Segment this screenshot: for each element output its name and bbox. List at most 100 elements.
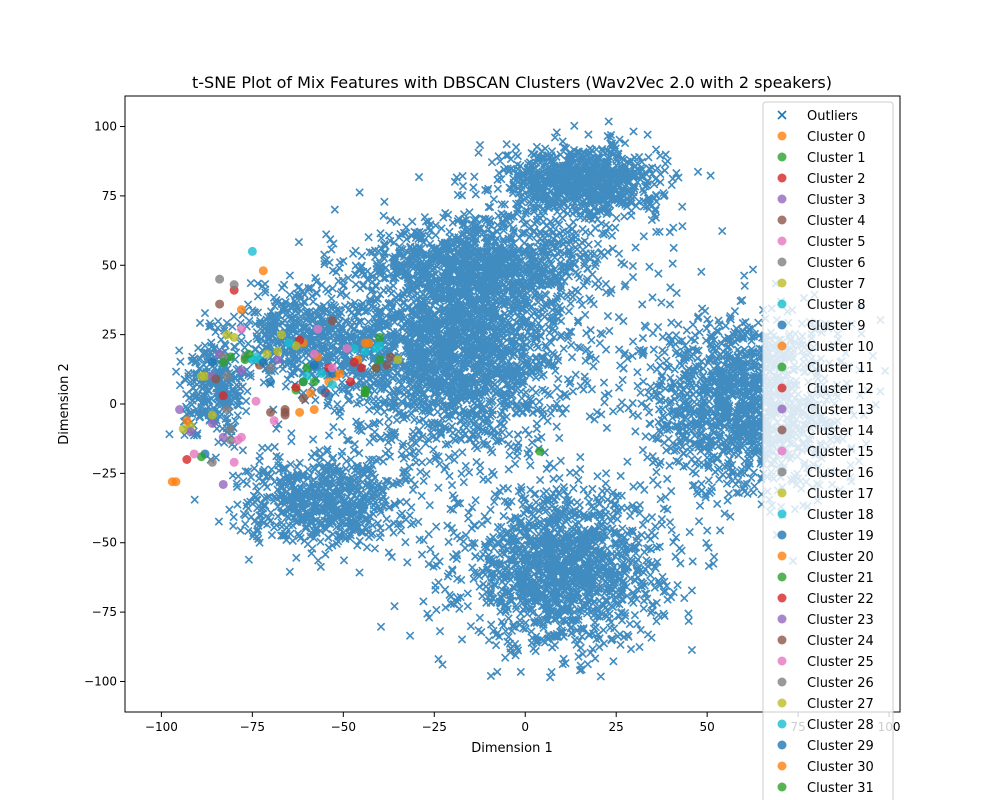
cluster-point xyxy=(207,418,217,428)
legend-entry: Outliers xyxy=(777,109,858,124)
legend-marker xyxy=(777,488,787,498)
legend-entry: Cluster 4 xyxy=(777,214,866,229)
cluster-point xyxy=(244,349,254,359)
cluster-point xyxy=(269,416,279,426)
cluster-series xyxy=(207,357,319,387)
legend-label: Cluster 1 xyxy=(807,151,866,166)
cluster-point xyxy=(360,346,370,356)
legend-label: Cluster 19 xyxy=(807,529,874,544)
cluster-point xyxy=(222,405,232,415)
legend-label: Cluster 14 xyxy=(807,424,874,439)
cluster-series xyxy=(167,338,370,487)
legend-label: Cluster 8 xyxy=(807,298,866,313)
cluster-point xyxy=(196,452,206,462)
cluster-point xyxy=(185,427,195,437)
legend-entry: Cluster 24 xyxy=(777,634,874,649)
cluster-point xyxy=(175,405,185,415)
legend-marker xyxy=(777,572,787,582)
cluster-point xyxy=(309,377,319,387)
cluster-point xyxy=(360,388,370,398)
cluster-point xyxy=(298,377,308,387)
legend-label: Cluster 30 xyxy=(807,760,874,775)
y-tick-label: 100 xyxy=(94,120,117,134)
legend-label: Cluster 12 xyxy=(807,382,874,397)
y-tick-label: −25 xyxy=(92,466,117,480)
cluster-point xyxy=(298,393,308,403)
legend-marker xyxy=(777,173,787,183)
cluster-point xyxy=(182,416,192,426)
cluster-point xyxy=(218,357,228,367)
legend-marker xyxy=(777,551,787,561)
cluster-series xyxy=(218,349,370,398)
legend-entry: Cluster 15 xyxy=(777,445,874,460)
legend-entry: Cluster 5 xyxy=(777,235,866,250)
cluster-point xyxy=(346,377,356,387)
x-tick-label: −100 xyxy=(145,720,178,734)
cluster-point xyxy=(291,341,301,351)
legend-label: Cluster 27 xyxy=(807,697,874,712)
cluster-point xyxy=(375,332,385,342)
legend-label: Cluster 31 xyxy=(807,781,874,796)
cluster-point xyxy=(276,330,286,340)
legend-marker xyxy=(777,656,787,666)
legend-marker xyxy=(777,131,787,141)
legend-label: Cluster 15 xyxy=(807,445,874,460)
cluster-point xyxy=(349,344,359,354)
legend-entry: Cluster 26 xyxy=(777,676,874,691)
cluster-series xyxy=(218,357,359,401)
legend-entry: Cluster 8 xyxy=(777,298,866,313)
cluster-series xyxy=(175,405,228,442)
x-tick-label: 50 xyxy=(700,720,715,734)
legend-marker xyxy=(777,593,787,603)
legend-marker xyxy=(777,614,787,624)
cluster-series xyxy=(182,305,319,426)
x-tick-label: 25 xyxy=(609,720,624,734)
x-tick-label: −50 xyxy=(331,720,356,734)
cluster-point xyxy=(211,374,221,384)
cluster-point xyxy=(229,280,239,290)
legend-entries: Outliers Cluster 0 Cluster 1 Cluster 2 Clust… xyxy=(777,109,874,796)
y-tick-label: −75 xyxy=(92,605,117,619)
legend-label: Cluster 2 xyxy=(807,172,866,187)
legend-label: Cluster 10 xyxy=(807,340,874,355)
legend-label: Cluster 25 xyxy=(807,655,874,670)
cluster-point xyxy=(327,316,337,326)
legend-entry: Cluster 11 xyxy=(777,361,874,376)
legend-entry: Cluster 0 xyxy=(777,130,866,145)
cluster-series xyxy=(207,424,236,467)
y-axis-label: Dimension 2 xyxy=(57,363,72,445)
legend-marker xyxy=(777,383,787,393)
legend-marker xyxy=(777,425,787,435)
cluster-point xyxy=(309,405,319,415)
legend-marker xyxy=(777,299,787,309)
legend-marker xyxy=(777,320,787,330)
cluster-point xyxy=(251,396,261,406)
cluster-point xyxy=(335,368,345,378)
legend-entry: Cluster 9 xyxy=(777,319,866,334)
cluster-point xyxy=(371,363,381,373)
legend-label: Cluster 13 xyxy=(807,403,874,418)
legend-label: Cluster 26 xyxy=(807,676,874,691)
legend-marker xyxy=(777,740,787,750)
cluster-point xyxy=(327,380,337,390)
cluster-point xyxy=(316,385,326,395)
cluster-point xyxy=(258,266,268,276)
legend-marker xyxy=(777,782,787,792)
cluster-point xyxy=(236,305,246,315)
cluster-point xyxy=(229,332,239,342)
cluster-point xyxy=(226,435,236,445)
cluster-point xyxy=(316,368,326,378)
cluster-point xyxy=(222,330,232,340)
cluster-point xyxy=(349,357,359,367)
cluster-point xyxy=(218,391,228,401)
legend-label: Cluster 3 xyxy=(807,193,866,208)
y-tick-label: 50 xyxy=(102,258,117,272)
x-axis-label: Dimension 1 xyxy=(471,741,553,756)
legend-label: Cluster 6 xyxy=(807,256,866,271)
cluster-point xyxy=(226,352,236,362)
legend-marker xyxy=(777,635,787,645)
cluster-point xyxy=(535,446,545,456)
legend-entry: Cluster 16 xyxy=(777,466,874,481)
cluster-point xyxy=(280,407,290,417)
